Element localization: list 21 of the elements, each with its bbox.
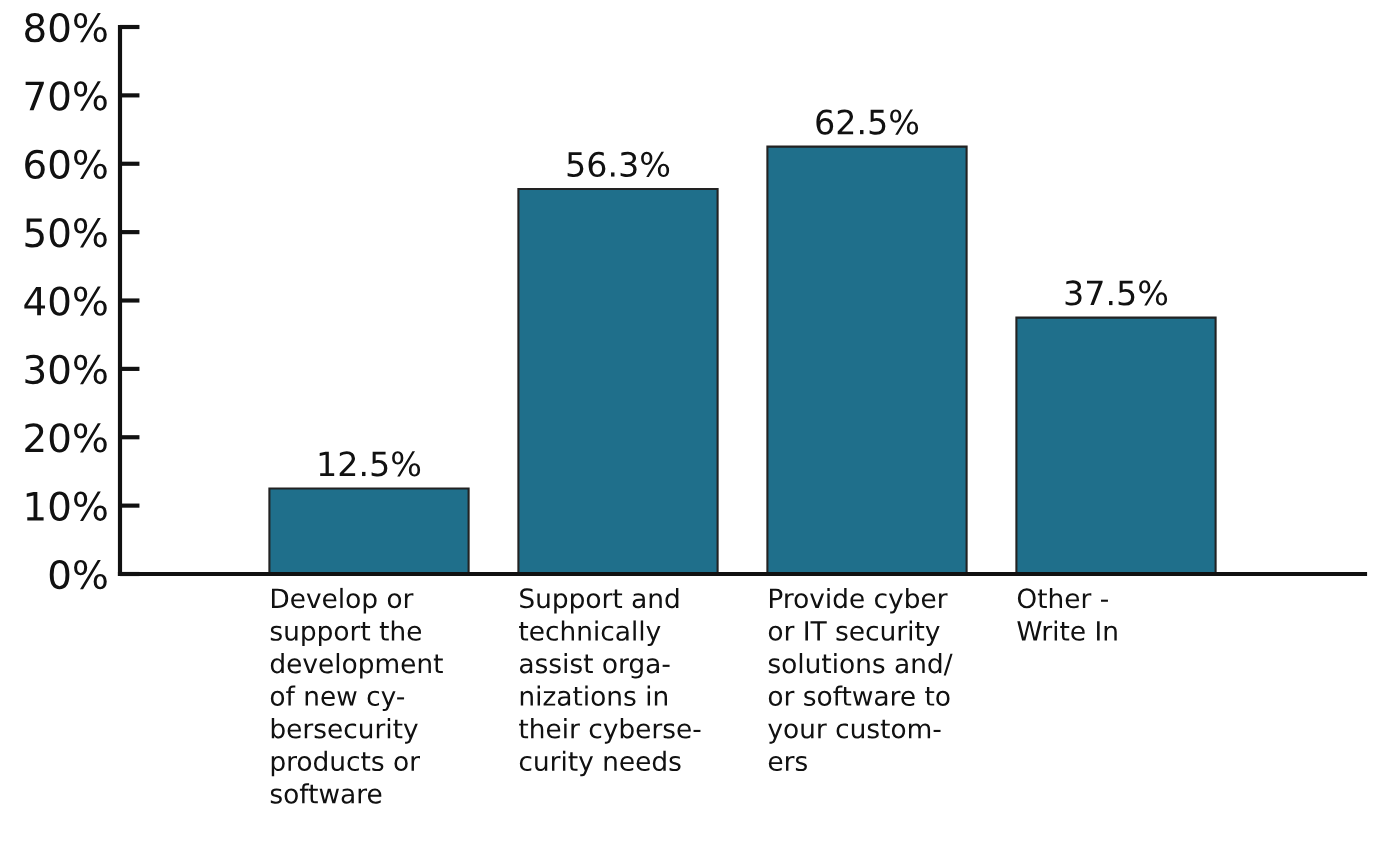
bar xyxy=(517,188,719,574)
y-tick-label: 30% xyxy=(25,354,107,385)
x-tick-label: Support and technically assist orga- nizations in their cyberse- curity needs xyxy=(519,587,701,777)
x-tick-label: Provide cyber or IT security solutions and/ or software to your custom- ers xyxy=(768,587,953,772)
y-tick-label: 10% xyxy=(26,491,107,521)
data-label: 37.5% xyxy=(1065,280,1168,306)
bar xyxy=(268,487,470,574)
y-tick-label: 60% xyxy=(25,149,107,180)
y-tick-label: 50% xyxy=(25,218,107,248)
x-tick-label: Develop or support the development of new cy- bersecurity products or software xyxy=(270,587,443,804)
bar xyxy=(1015,316,1217,574)
x-tick-label: Other - Write In xyxy=(1017,587,1117,641)
bar xyxy=(766,145,968,574)
y-tick-label: 70% xyxy=(25,81,107,111)
y-tick-label: 80% xyxy=(25,12,107,43)
data-label: 56.3% xyxy=(567,151,670,178)
y-tick-label: 40% xyxy=(24,286,107,316)
data-label: 62.5% xyxy=(816,109,919,135)
y-tick-label: 20% xyxy=(25,423,107,453)
y-tick-label: 0% xyxy=(49,559,107,590)
data-label: 12.5% xyxy=(319,451,421,477)
